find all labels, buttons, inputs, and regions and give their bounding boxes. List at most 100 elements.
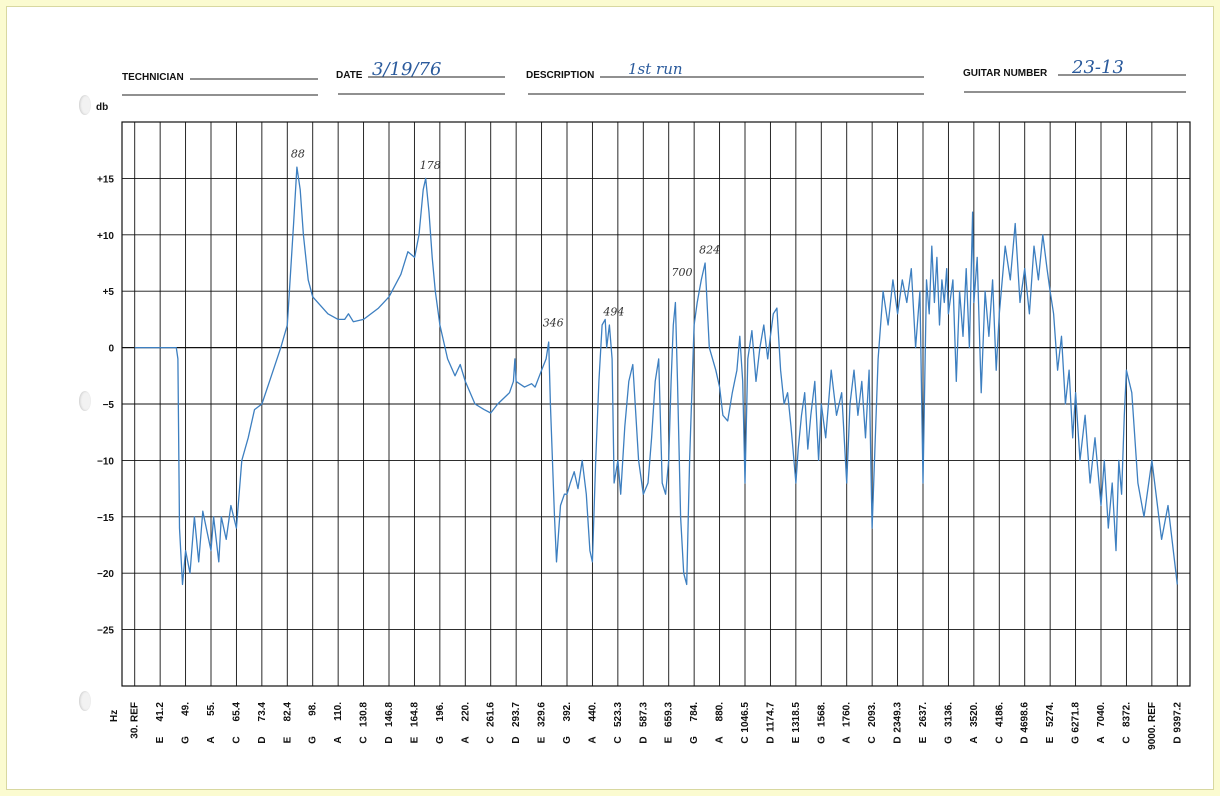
x-tick-note-label: A xyxy=(460,736,471,743)
peak-annotation: 824 xyxy=(699,243,720,256)
guitar-number-value: 23-13 xyxy=(1071,57,1124,78)
x-tick-note-label: G xyxy=(816,736,827,744)
x-tick-freq-label: 4186. xyxy=(994,702,1005,727)
x-tick-freq-label: 146.8 xyxy=(384,702,395,727)
x-tick-freq-label: 82.4 xyxy=(282,702,293,722)
x-tick-freq-label: 130.8 xyxy=(359,702,370,727)
x-tick-freq-label: 73.4 xyxy=(257,702,268,722)
x-tick-note-label: G xyxy=(943,736,954,744)
x-tick-freq-label: 2637. xyxy=(918,702,929,727)
y-tick-label: −5 xyxy=(103,400,115,411)
x-tick-note-label: E xyxy=(791,736,802,743)
x-tick-note-label: D xyxy=(384,736,395,743)
x-tick-freq-label: 6271.8 xyxy=(1071,702,1082,733)
x-tick-note-label: C xyxy=(994,736,1005,743)
x-tick-freq-label: 65.4 xyxy=(231,702,242,722)
description-value: 1st run xyxy=(628,60,683,78)
punch-hole xyxy=(79,95,91,115)
x-tick-note-label: C xyxy=(359,736,370,743)
x-tick-freq-label: 293.7 xyxy=(511,702,522,727)
x-tick-note-label: E xyxy=(1045,736,1056,743)
y-tick-label: +5 xyxy=(103,287,115,298)
x-tick-note-label: C xyxy=(486,736,497,743)
x-tick-freq-label: 2349.3 xyxy=(893,702,904,733)
x-tick-freq-label: 659.3 xyxy=(664,702,675,727)
x-tick-freq-label: 1318.5 xyxy=(791,702,802,733)
x-tick-freq-label: 329.6 xyxy=(537,702,548,727)
x-tick-freq-label: 3520. xyxy=(969,702,980,727)
x-tick-freq-label: 196. xyxy=(435,702,446,722)
x-tick-freq-label: 587.3 xyxy=(638,702,649,727)
x-tick-freq-label: 261.6 xyxy=(486,702,497,727)
peak-annotation: 346 xyxy=(543,317,564,330)
peak-annotation: 178 xyxy=(420,159,441,172)
x-tick-note-label: D xyxy=(1172,736,1183,743)
x-tick-freq-label: 392. xyxy=(562,702,573,722)
x-tick-note-label: G xyxy=(562,736,573,744)
x-tick-note-label: D xyxy=(257,736,268,743)
x-tick-freq-label: 49. xyxy=(181,702,192,716)
x-tick-note-label: E xyxy=(537,736,548,743)
peak-annotation: 700 xyxy=(672,266,693,279)
peak-annotation: 88 xyxy=(291,147,305,160)
y-tick-label: −10 xyxy=(97,456,114,467)
y-tick-label: 0 xyxy=(108,344,114,355)
guitar-number-label: GUITAR NUMBER xyxy=(963,68,1048,79)
punch-hole xyxy=(79,691,91,711)
x-tick-note-label: E xyxy=(409,736,420,743)
x-tick-note-label: A xyxy=(969,736,980,743)
x-tick-freq-label: 784. xyxy=(689,702,700,722)
x-tick-freq-label: 440. xyxy=(587,702,598,722)
x-tick-freq-label: 1568. xyxy=(816,702,827,727)
x-tick-note-label: A xyxy=(333,736,344,743)
date-value: 3/19/76 xyxy=(372,59,441,80)
x-tick-note-label: C xyxy=(231,736,242,743)
x-tick-note-label: E xyxy=(155,736,166,743)
y-tick-label: −20 xyxy=(97,569,114,580)
x-tick-note-label: E xyxy=(918,736,929,743)
x-tick-freq-label: 8372. xyxy=(1121,702,1132,727)
technician-label: TECHNICIAN xyxy=(122,72,184,83)
description-label: DESCRIPTION xyxy=(526,70,594,81)
x-tick-note-label: G xyxy=(435,736,446,744)
x-tick-freq-label: 523.3 xyxy=(613,702,624,727)
x-tick-freq-label: 3136. xyxy=(943,702,954,727)
x-tick-freq-label: 1174.7 xyxy=(765,702,776,732)
chart-paper xyxy=(6,6,1214,790)
x-tick-note-label: D xyxy=(511,736,522,743)
x-tick-freq-label: 4698.6 xyxy=(1020,702,1031,733)
x-axis-label: Hz xyxy=(109,710,120,722)
x-tick-note-label: G xyxy=(181,736,192,744)
x-tick-freq-label: 9397.2 xyxy=(1172,702,1183,733)
x-tick-note-label: A xyxy=(206,736,217,743)
x-tick-note-label: A xyxy=(715,736,726,743)
x-tick-freq-label: 2093. xyxy=(867,702,878,727)
x-tick-note-label: G xyxy=(689,736,700,744)
peak-annotation: 494 xyxy=(602,305,624,318)
x-tick-freq-label: 41.2 xyxy=(155,702,166,722)
y-tick-label: +15 xyxy=(97,174,114,185)
x-tick-note-label: G xyxy=(308,736,319,744)
y-tick-label: +10 xyxy=(97,231,114,242)
x-tick-freq-label: 110. xyxy=(333,702,344,721)
x-tick-note-label: C xyxy=(613,736,624,743)
x-tick-freq-label: 98. xyxy=(308,702,319,716)
x-tick-note-label: A xyxy=(1096,736,1107,743)
chart-header: TECHNICIAN DATE 3/19/76 DESCRIPTION 1st … xyxy=(122,57,1186,96)
x-tick-freq-label: 220. xyxy=(460,702,471,722)
x-tick-note-label: C xyxy=(867,736,878,743)
punch-hole xyxy=(79,391,91,411)
x-tick-freq-label: 30. REF xyxy=(130,702,141,739)
x-tick-note-label: C xyxy=(740,736,751,743)
x-tick-freq-label: 7040. xyxy=(1096,702,1107,727)
x-tick-note-label: D xyxy=(1020,736,1031,743)
x-tick-note-label: C xyxy=(1121,736,1132,743)
x-tick-freq-label: 5274. xyxy=(1045,702,1056,727)
x-tick-note-label: G xyxy=(1071,736,1082,744)
y-tick-label: −15 xyxy=(97,513,114,524)
x-tick-note-label: A xyxy=(842,736,853,743)
x-tick-note-label: D xyxy=(765,736,776,743)
y-tick-labels: +15 +10 +5 0 −5 −10 −15 −20 −25 xyxy=(97,174,114,636)
x-tick-freq-label: 1046.5 xyxy=(740,702,751,733)
